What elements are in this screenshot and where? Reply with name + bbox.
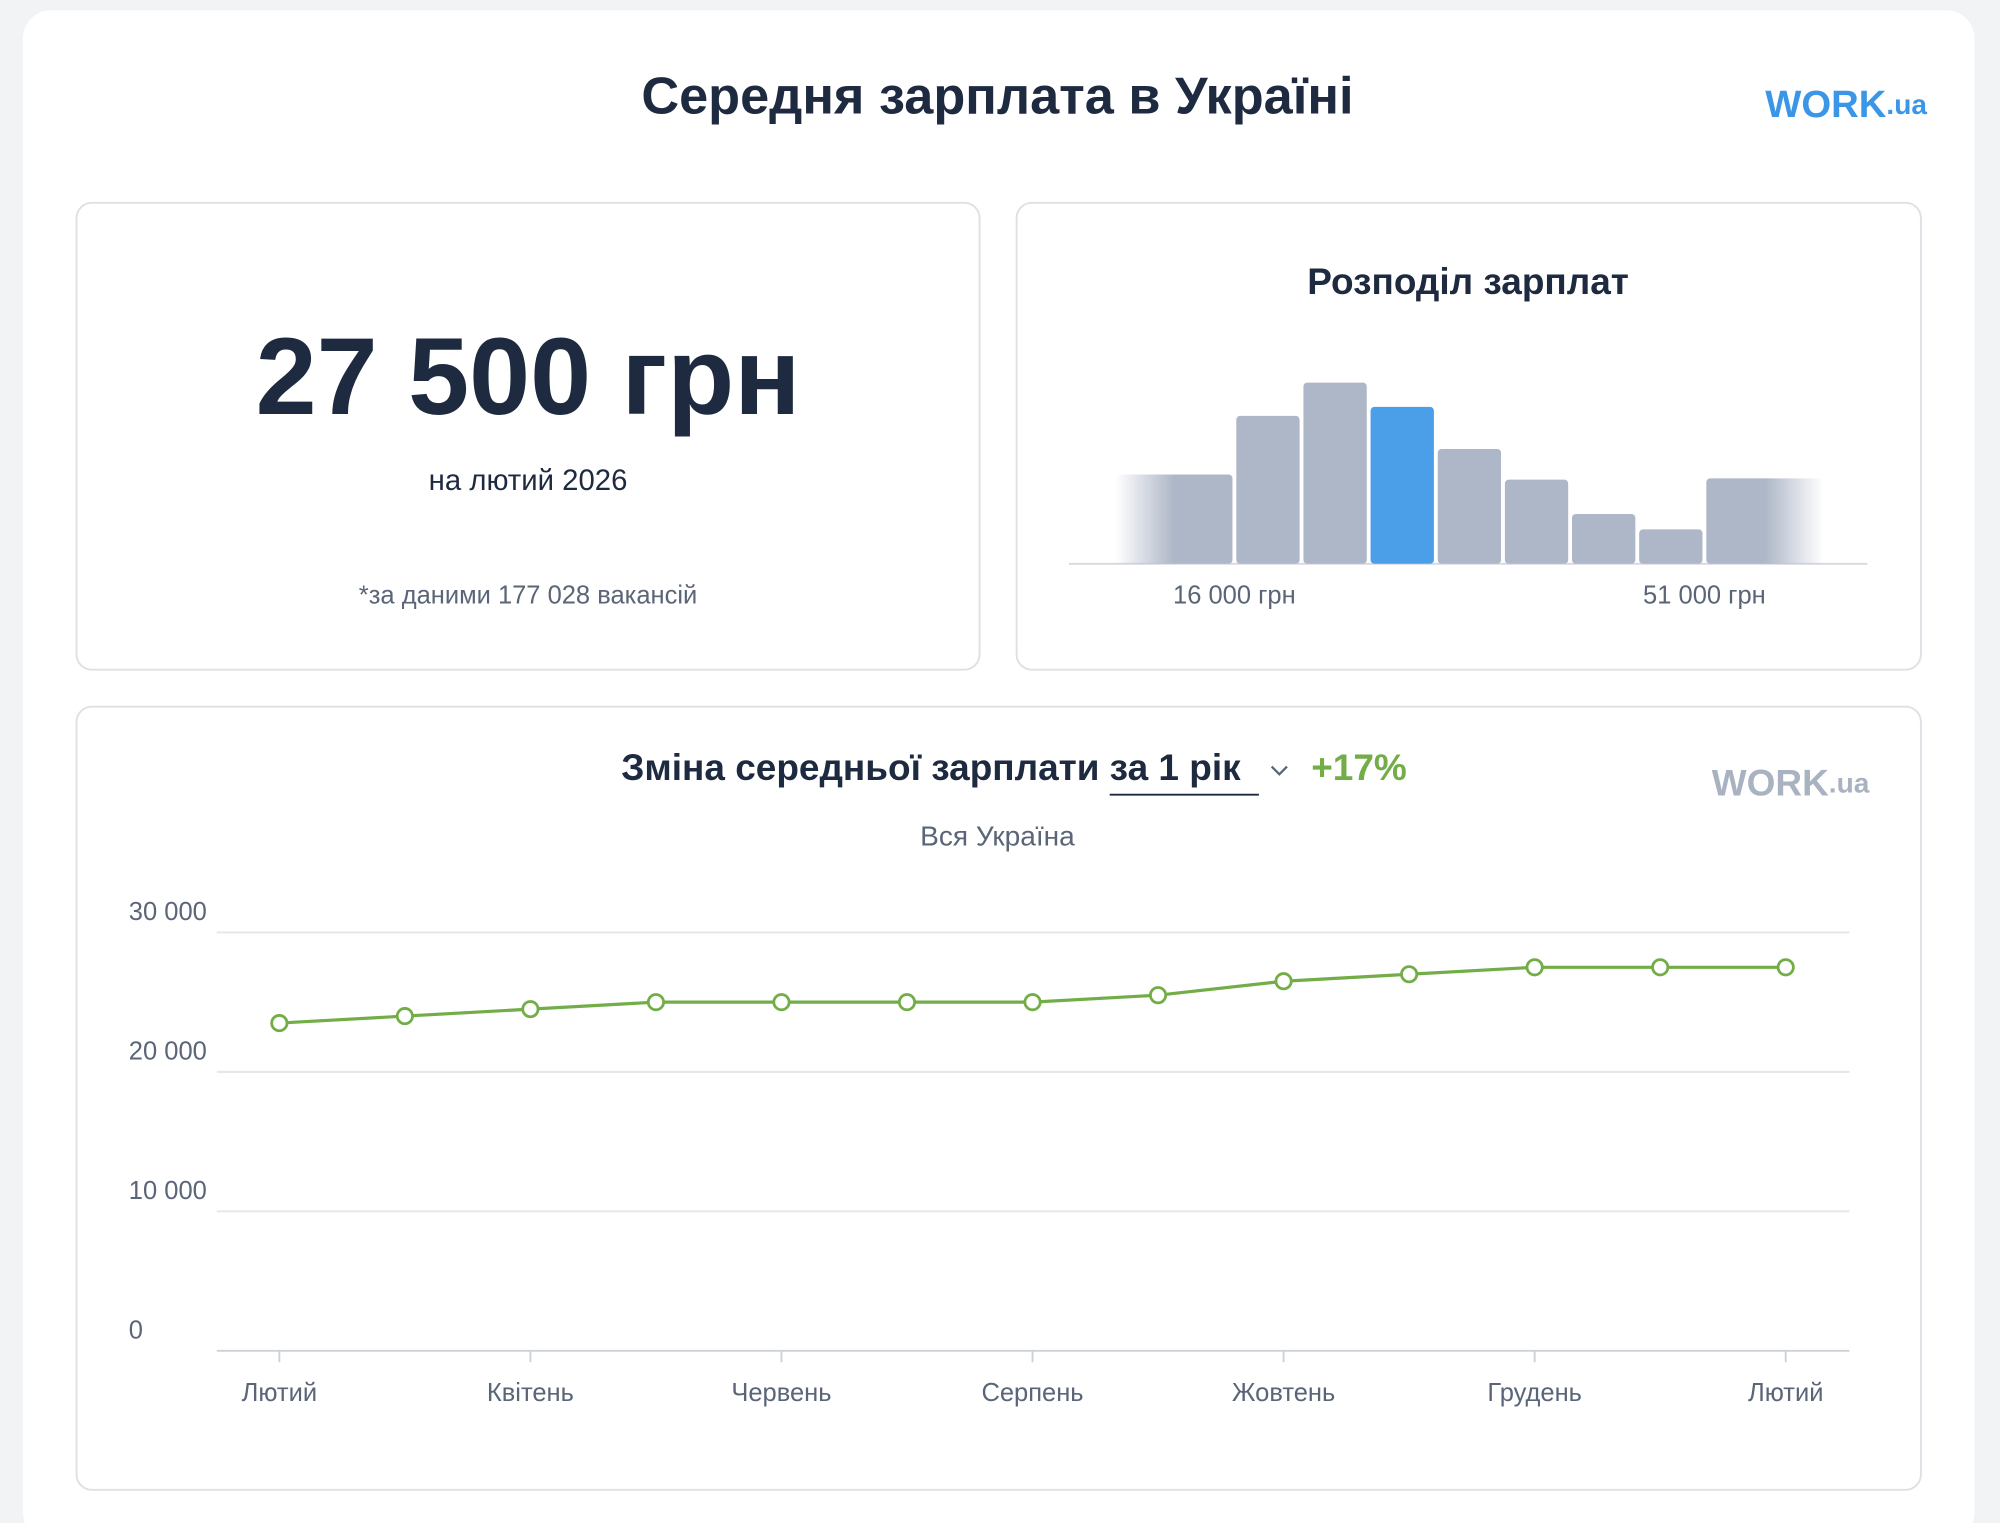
x-tick-label: Грудень [1487,1379,1582,1407]
x-tick-label: Квітень [487,1379,574,1407]
logo-name: WORK [1712,763,1829,804]
histogram-bar [1115,474,1233,564]
logo-suffix: .ua [1829,768,1870,799]
point [1023,993,1042,1012]
x-tick-label: Серпень [981,1379,1083,1407]
histogram: 16 000 грн 51 000 грн [1068,382,1868,610]
trend-title: Зміна середньої зарплати [621,747,1099,788]
y-tick-label: 0 [129,1316,143,1344]
point [646,993,665,1012]
histogram-bar [1303,382,1367,564]
logo-suffix: .ua [1886,90,1927,121]
trend-subtitle: Вся Україна [920,820,1075,851]
y-tick-label: 10 000 [129,1177,207,1205]
y-tick-label: 30 000 [129,898,207,926]
period-dropdown[interactable]: за 1 рік [1110,747,1241,788]
point [1149,986,1168,1005]
x-tick-label: Лютий [242,1379,317,1407]
distribution-title: Розподіл зарплат [1307,261,1629,302]
logo-name: WORK [1765,83,1886,126]
page-title: Середня зарплата в Україні [641,67,1353,125]
point [395,1007,414,1026]
histogram-bar [1706,478,1824,564]
x-tick-label: 16 000 грн [1173,582,1296,610]
logo-watermark: WORK.ua [1712,763,1870,804]
point [1400,965,1419,984]
histogram-bar [1236,415,1300,564]
change: +17% [1311,747,1407,788]
histogram-bar [1370,406,1434,564]
x-tick-label: 51 000 грн [1643,582,1766,610]
x-tick-label: Жовтень [1232,1379,1335,1407]
point [1274,972,1293,991]
average-salary: 27 500 грн [256,316,801,438]
point [772,993,791,1012]
point [897,993,917,1012]
point [521,1000,540,1019]
dropdown-chevron[interactable] [1270,765,1288,776]
x-tick-label: Червень [731,1379,831,1407]
logo[interactable]: WORK.ua [1765,83,1927,126]
x-tick-label: Лютий [1748,1379,1823,1407]
point [270,1014,289,1033]
line-chart: 0 10 000 20 000 30 000 Лютий Квітень Червень Се… [129,898,1850,1407]
summary-card [75,201,981,671]
histogram-bar [1504,479,1569,564]
point [1651,958,1670,977]
trend-card [75,705,1922,1491]
point [1776,958,1795,977]
histogram-bar [1572,514,1636,564]
histogram-bar [1639,529,1703,564]
y-tick-label: 20 000 [129,1037,207,1065]
note: *за даними 177 028 вакансій [359,582,697,610]
histogram-bar [1437,449,1502,564]
period: на лютий 2026 [429,464,628,497]
point [1525,958,1544,977]
